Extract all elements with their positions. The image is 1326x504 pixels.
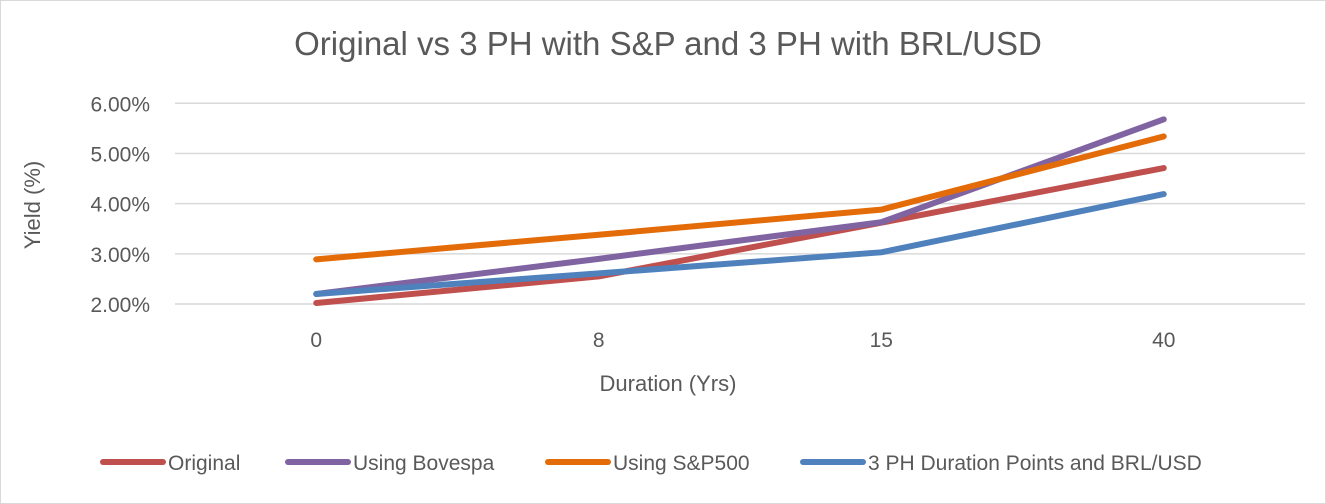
legend-label: Using Bovespa xyxy=(353,452,495,475)
series-line xyxy=(313,191,1167,297)
x-tick-label: 8 xyxy=(593,329,605,352)
y-axis-title: Yield (%) xyxy=(20,161,45,249)
y-tick-label: 3.00% xyxy=(90,244,150,267)
legend-item: Original xyxy=(100,452,240,475)
x-tick-label: 0 xyxy=(310,329,322,352)
y-tick-label: 6.00% xyxy=(90,93,150,116)
legend-item: Using S&P500 xyxy=(545,452,750,475)
y-tick-label: 5.00% xyxy=(90,143,150,166)
legend-item: Using Bovespa xyxy=(285,452,495,475)
legend-item: 3 PH Duration Points and BRL/USD xyxy=(800,452,1202,475)
series-line xyxy=(313,133,1167,263)
x-axis-title: Duration (Yrs) xyxy=(600,371,737,396)
legend-label: Using S&P500 xyxy=(613,452,750,475)
legend-label: 3 PH Duration Points and BRL/USD xyxy=(868,452,1202,475)
chart-title: Original vs 3 PH with S&P and 3 PH with … xyxy=(294,25,1042,62)
series-line xyxy=(313,165,1167,306)
y-tick-label: 4.00% xyxy=(90,194,150,217)
y-tick-label: 2.00% xyxy=(90,294,150,317)
x-tick-label: 15 xyxy=(870,329,893,352)
x-tick-label: 40 xyxy=(1152,329,1175,352)
legend-label: Original xyxy=(168,452,240,475)
